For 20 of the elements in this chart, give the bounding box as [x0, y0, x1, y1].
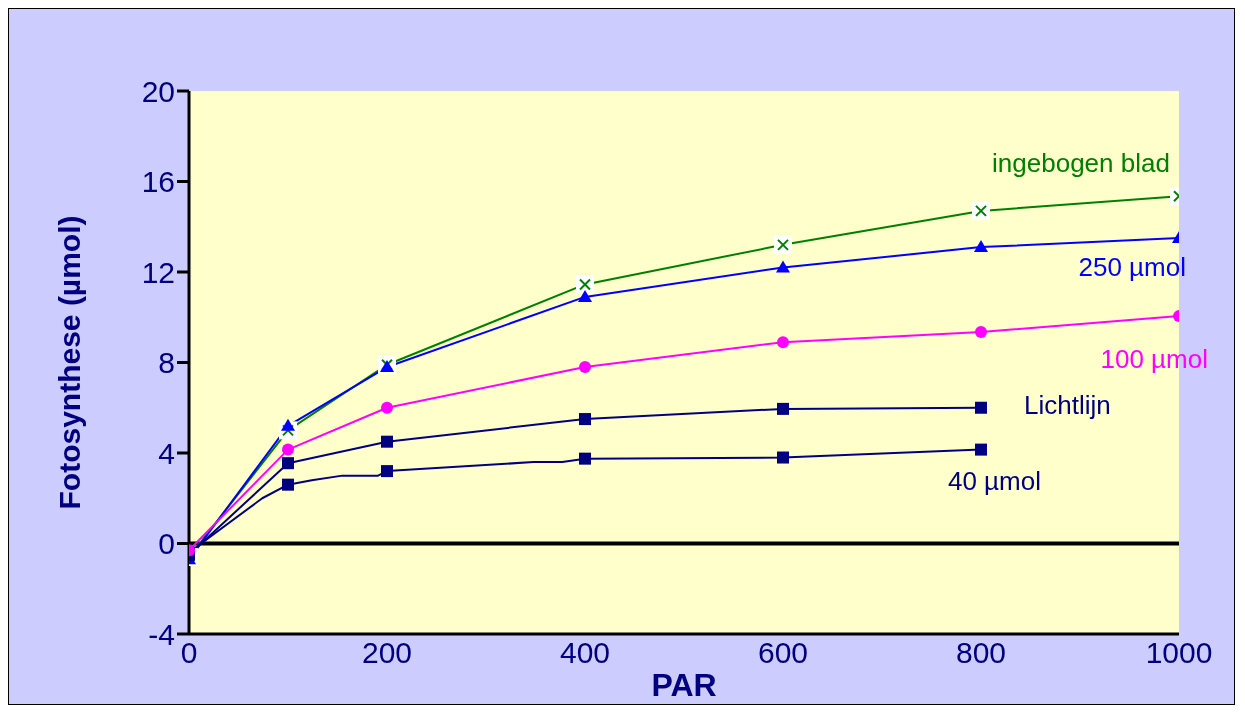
series-label: 40 µmol: [947, 465, 1041, 496]
x-tick-label: 200: [361, 636, 413, 670]
y-tick-label: 0: [158, 527, 175, 561]
series-label: 250 µmol: [1078, 252, 1186, 283]
y-tick-label: 16: [141, 165, 175, 199]
y-tick-label: 8: [158, 346, 175, 380]
y-tick-label: -4: [148, 617, 175, 651]
series-label: ingebogen blad: [992, 148, 1170, 179]
y-tick-label: 4: [158, 436, 175, 470]
x-tick-label: 0: [180, 636, 198, 670]
y-tick-label: 20: [141, 74, 175, 108]
y-axis-title: Fotosynthese (µmol): [52, 215, 86, 510]
series-label: 100 µmol: [1100, 344, 1208, 375]
y-tick-label: 12: [141, 255, 175, 289]
x-tick-label: 600: [757, 636, 809, 670]
x-tick-label: 800: [955, 636, 1007, 670]
x-tick-label: 1000: [1145, 636, 1213, 670]
x-axis-title: PAR: [651, 667, 717, 703]
series-label: Lichtlijn: [1024, 389, 1111, 420]
x-tick-label: 400: [559, 636, 611, 670]
